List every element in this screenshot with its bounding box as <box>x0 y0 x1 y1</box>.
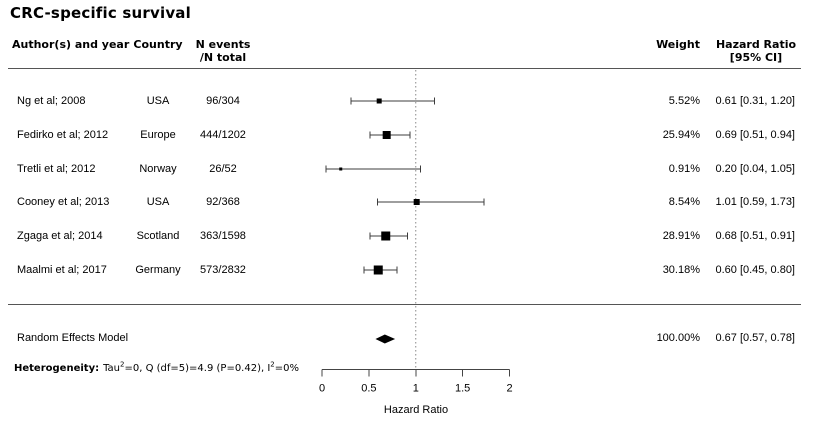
study-weight: 28.91% <box>662 230 700 242</box>
heterogeneity-tau: Tau <box>103 363 121 374</box>
heterogeneity-note: Heterogeneity: Tau2=0, Q (df=5)=4.9 (P=0.… <box>14 360 300 375</box>
col-header-author: Author(s) and year <box>12 38 130 51</box>
study-weight: 25.94% <box>662 129 700 141</box>
study-author: Maalmi et al; 2017 <box>17 264 107 276</box>
study-weight: 8.54% <box>668 196 700 208</box>
study-events: 96/304 <box>206 95 240 107</box>
effect-square <box>339 167 343 171</box>
col-header-weight: Weight <box>656 38 700 51</box>
heterogeneity-q: =0, Q (df=5)=4.9 (P=0.42), I <box>124 363 271 374</box>
page-title: CRC-specific survival <box>10 4 191 22</box>
study-events: 573/2832 <box>200 264 246 276</box>
summary-hr-ci: 0.67 [0.57, 0.78] <box>715 332 795 344</box>
summary-weight: 100.00% <box>656 332 700 344</box>
x-tick-label: 1 <box>413 383 419 395</box>
study-author: Ng et al; 2008 <box>17 95 86 107</box>
study-country: Germany <box>135 264 181 276</box>
x-tick-label: 1.5 <box>455 383 470 395</box>
heterogeneity-sup: 2 <box>120 360 125 369</box>
study-author: Zgaga et al; 2014 <box>17 230 103 242</box>
study-events: 363/1598 <box>200 230 246 242</box>
study-country: USA <box>146 95 170 107</box>
study-author: Tretli et al; 2012 <box>17 163 96 175</box>
study-hr-ci: 1.01 [0.59, 1.73] <box>715 196 795 208</box>
study-events: 26/52 <box>209 163 237 175</box>
col-header-events: N events /N total <box>173 38 273 64</box>
effect-square <box>373 265 383 275</box>
study-country: USA <box>146 196 170 208</box>
summary-label: Random Effects Model <box>17 332 129 344</box>
header-divider <box>8 68 801 69</box>
effect-square <box>413 199 420 205</box>
heterogeneity-i2: =0% <box>274 363 300 374</box>
study-author: Cooney et al; 2013 <box>17 196 110 208</box>
study-events: 444/1202 <box>200 129 246 141</box>
x-tick-label: 2 <box>506 383 512 395</box>
col-header-country: Country <box>133 38 183 51</box>
col-header-hr-line1: Hazard Ratio <box>715 38 797 51</box>
col-header-events-line2: /N total <box>199 51 247 64</box>
effect-square <box>376 98 382 104</box>
col-header-hazard-ratio: Hazard Ratio [95% CI] <box>706 38 806 64</box>
effect-square <box>381 231 391 241</box>
study-hr-ci: 0.60 [0.45, 0.80] <box>715 264 795 276</box>
study-events: 92/368 <box>206 196 240 208</box>
study-country: Scotland <box>136 230 180 242</box>
study-hr-ci: 0.68 [0.51, 0.91] <box>715 230 795 242</box>
summary-diamond <box>375 334 396 344</box>
heterogeneity-sup2: 2 <box>270 360 275 369</box>
study-hr-ci: 0.20 [0.04, 1.05] <box>715 163 795 175</box>
study-hr-ci: 0.61 [0.31, 1.20] <box>715 95 795 107</box>
x-axis-title: Hazard Ratio <box>383 404 449 416</box>
study-weight: 30.18% <box>662 264 700 276</box>
heterogeneity-label: Heterogeneity: <box>14 363 100 374</box>
study-weight: 5.52% <box>668 95 700 107</box>
study-country: Norway <box>139 163 177 175</box>
col-header-events-line1: N events <box>195 38 251 51</box>
effect-square <box>382 131 391 139</box>
col-header-hr-line2: [95% CI] <box>729 51 783 64</box>
x-tick-label: 0 <box>319 383 325 395</box>
study-country: Europe <box>140 129 176 141</box>
summary-divider <box>8 304 801 305</box>
study-hr-ci: 0.69 [0.51, 0.94] <box>715 129 795 141</box>
study-author: Fedirko et al; 2012 <box>17 129 109 141</box>
x-tick-label: 0.5 <box>361 383 376 395</box>
study-weight: 0.91% <box>668 163 700 175</box>
